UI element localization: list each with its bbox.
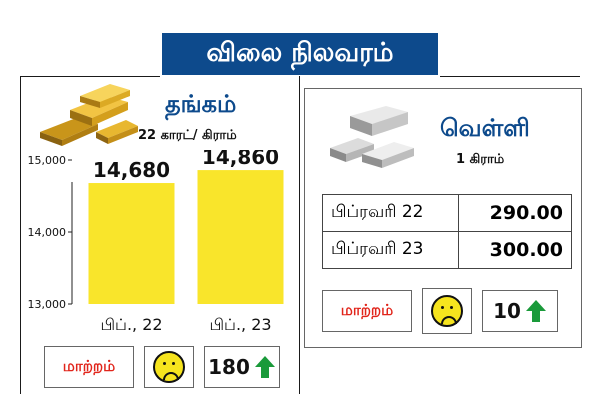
up-arrow-icon (525, 300, 546, 322)
gold-change-value: 180 (208, 355, 250, 379)
center-divider-line (299, 76, 300, 394)
y-tick-label: 14,000 (28, 226, 67, 239)
bar-value-label: 14,860 (202, 150, 279, 169)
gold-bars-image (40, 84, 138, 146)
silver-panel (304, 88, 582, 348)
gold-title: தங்கம் (165, 90, 237, 118)
bar (197, 170, 284, 304)
silver-change-label: மாற்றம் (340, 301, 394, 319)
x-category-label: பிப்., 23 (209, 315, 271, 334)
silver-price-table: பிப்ரவரி 22 290.00 பிப்ரவரி 23 300.00 (321, 194, 572, 269)
silver-date-cell: பிப்ரவரி 23 (321, 231, 460, 269)
gold-change-label: மாற்றம் (62, 357, 116, 375)
gold-price-chart: 13,000 14,000 15,000 14,680 பிப்., 22 14,860 ப… (28, 150, 284, 334)
silver-trend-face-box (422, 288, 472, 334)
gold-change-value-box: 180 (204, 346, 280, 388)
silver-change-value: 10 (493, 299, 521, 323)
silver-change-value-box: 10 (482, 290, 558, 332)
page-title: விலை நிலவரம் (162, 33, 438, 75)
y-tick-label: 13,000 (28, 298, 67, 311)
sad-face-icon (153, 351, 185, 383)
gold-trend-face-box (144, 346, 194, 388)
silver-unit: 1 கிராம் (456, 152, 505, 167)
silver-title: வெள்ளி (440, 114, 530, 142)
silver-price-cell: 300.00 (458, 231, 572, 269)
bar (88, 183, 175, 304)
up-arrow-icon (254, 356, 275, 378)
silver-date-cell: பிப்ரவரி 22 (321, 194, 460, 232)
top-rule-right (440, 76, 580, 77)
silver-bars-image (330, 106, 414, 168)
gold-unit: 22 காரட்/ கிராம் (138, 128, 237, 143)
left-border-line (20, 76, 21, 394)
silver-price-cell: 290.00 (458, 194, 572, 232)
x-category-label: பிப்., 22 (100, 315, 162, 334)
table-row: பிப்ரவரி 23 300.00 (321, 231, 572, 269)
top-rule-left (20, 76, 160, 77)
y-tick-label: 15,000 (28, 154, 67, 167)
table-row: பிப்ரவரி 22 290.00 (321, 194, 572, 232)
silver-change-label-box: மாற்றம் (322, 290, 412, 332)
gold-change-label-box: மாற்றம் (44, 346, 134, 388)
bar-value-label: 14,680 (93, 158, 170, 182)
sad-face-icon (431, 295, 463, 327)
